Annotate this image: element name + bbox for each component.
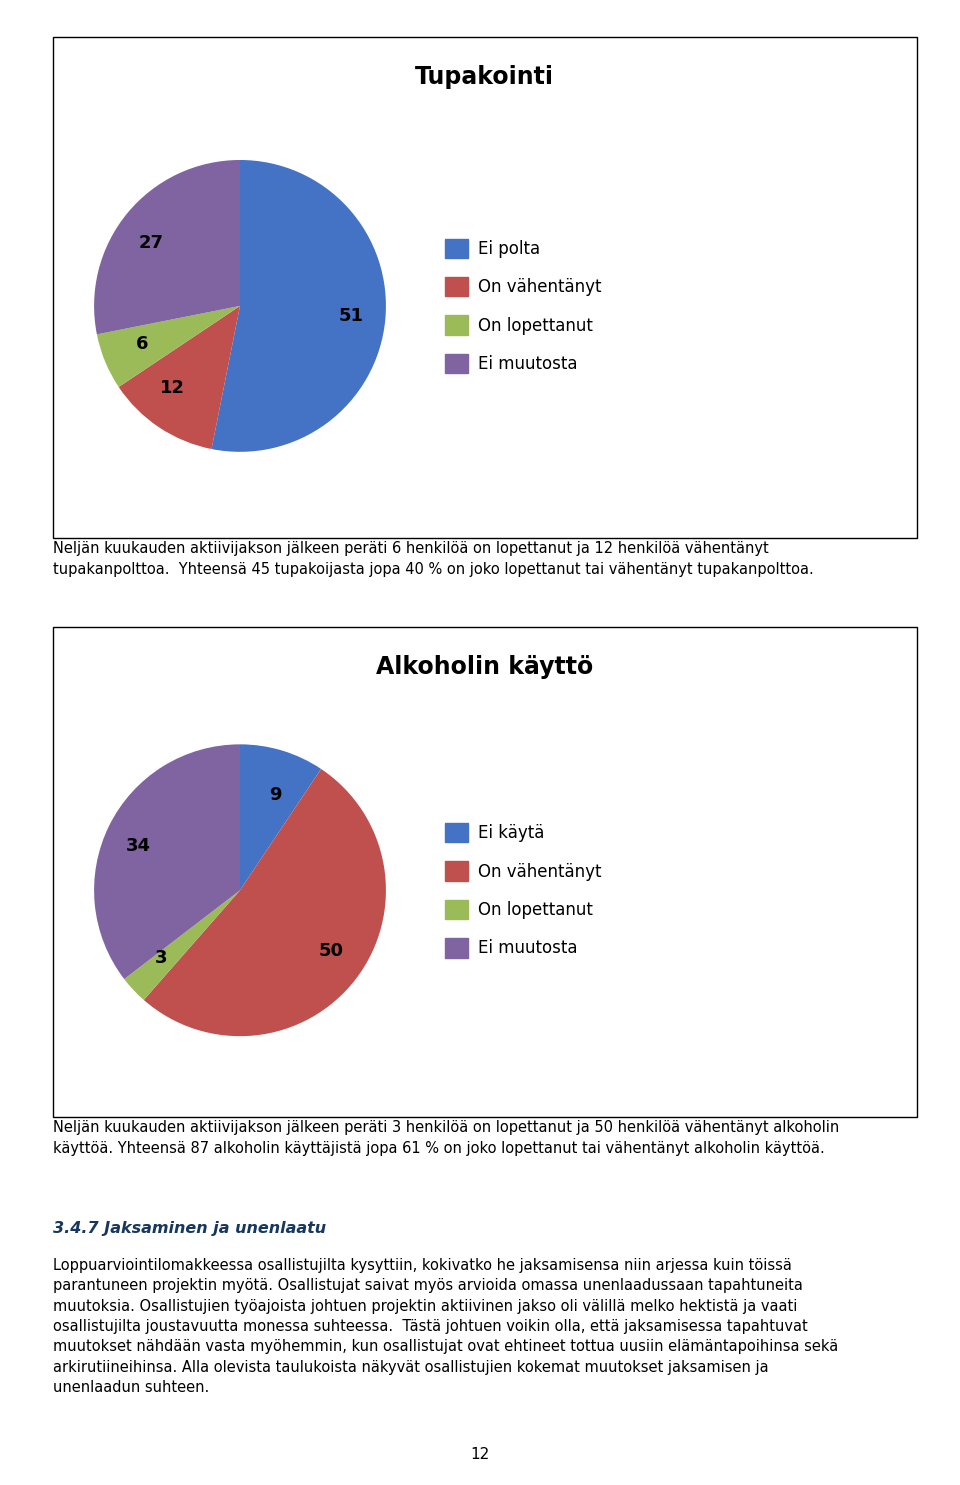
Legend: Ei polta, On vähentänyt, On lopettanut, Ei muutosta: Ei polta, On vähentänyt, On lopettanut, … — [445, 239, 602, 373]
Text: Neljän kuukauden aktiivijakson jälkeen peräti 6 henkilöä on lopettanut ja 12 hen: Neljän kuukauden aktiivijakson jälkeen p… — [53, 541, 813, 576]
Wedge shape — [211, 160, 386, 451]
Text: 3: 3 — [156, 949, 168, 967]
Wedge shape — [119, 306, 240, 448]
Text: Neljän kuukauden aktiivijakson jälkeen peräti 3 henkilöä on lopettanut ja 50 hen: Neljän kuukauden aktiivijakson jälkeen p… — [53, 1120, 839, 1155]
Wedge shape — [144, 769, 386, 1037]
Text: 27: 27 — [138, 235, 163, 252]
Text: 6: 6 — [135, 336, 149, 353]
Wedge shape — [94, 160, 240, 334]
Text: 12: 12 — [160, 379, 185, 398]
Text: Alkoholin käyttö: Alkoholin käyttö — [376, 655, 593, 679]
Wedge shape — [124, 891, 240, 999]
Text: 34: 34 — [126, 838, 151, 855]
Text: 3.4.7 Jaksaminen ja unenlaatu: 3.4.7 Jaksaminen ja unenlaatu — [53, 1221, 326, 1237]
Text: 9: 9 — [269, 786, 281, 805]
Text: 12: 12 — [470, 1446, 490, 1463]
Text: Tupakointi: Tupakointi — [416, 65, 554, 89]
Wedge shape — [240, 744, 321, 891]
Text: 51: 51 — [339, 306, 364, 325]
Text: Loppuarviointilomakkeessa osallistujilta kysyttiin, kokivatko he jaksamisensa ni: Loppuarviointilomakkeessa osallistujilta… — [53, 1258, 838, 1396]
Legend: Ei käytä, On vähentänyt, On lopettanut, Ei muutosta: Ei käytä, On vähentänyt, On lopettanut, … — [445, 823, 602, 958]
Wedge shape — [94, 744, 240, 979]
Wedge shape — [97, 306, 240, 388]
Text: 50: 50 — [319, 941, 344, 959]
